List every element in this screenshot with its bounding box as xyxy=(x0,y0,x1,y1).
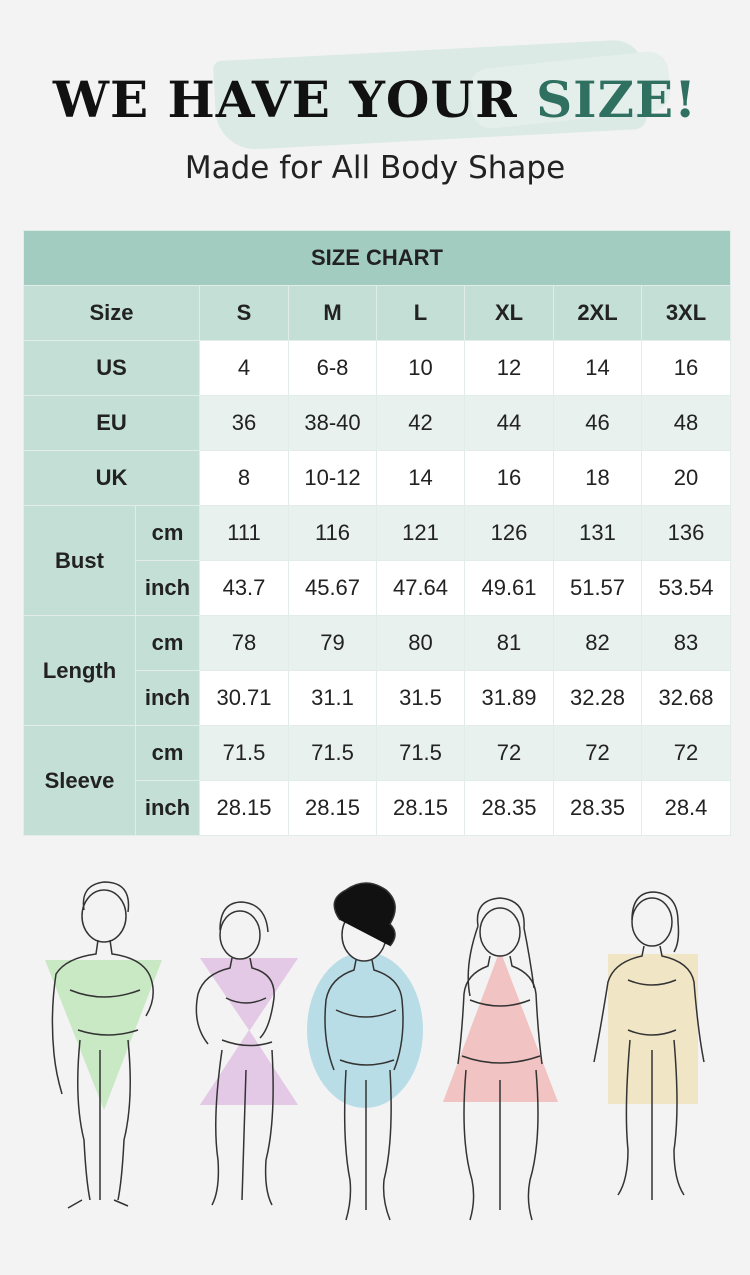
table-row: Bust cm 111 116 121 126 131 136 xyxy=(23,505,731,616)
body-shape-figure-rectangle xyxy=(593,891,705,1200)
size-col-header: 3XL xyxy=(641,285,731,341)
size-col-header: XL xyxy=(464,285,554,341)
measurement-label: Sleeve xyxy=(23,725,136,836)
table-cell: 20 xyxy=(641,450,731,506)
table-cell: 78 xyxy=(199,615,289,671)
table-cell: 45.67 xyxy=(288,560,377,616)
region-label: US xyxy=(23,340,200,396)
table-cell: 71.5 xyxy=(199,725,289,781)
table-cell: 126 xyxy=(464,505,554,561)
table-cell: 131 xyxy=(553,505,642,561)
body-shape-figure-inverted-triangle xyxy=(45,881,162,1209)
table-cell: 18 xyxy=(553,450,642,506)
table-cell: 28.15 xyxy=(376,780,465,836)
table-cell: 81 xyxy=(464,615,554,671)
region-label: UK xyxy=(23,450,200,506)
subtitle: Made for All Body Shape xyxy=(184,150,566,186)
size-col-header: L xyxy=(376,285,465,341)
table-cell: 28.35 xyxy=(553,780,642,836)
size-label: Size xyxy=(23,285,200,341)
table-cell: 72 xyxy=(464,725,554,781)
table-cell: 12 xyxy=(464,340,554,396)
table-cell: 31.89 xyxy=(464,670,554,726)
table-row: EU 36 38-40 42 44 46 48 xyxy=(23,395,731,451)
body-shape-illustrations xyxy=(45,881,705,1221)
table-cell: 80 xyxy=(376,615,465,671)
table-cell: 71.5 xyxy=(376,725,465,781)
region-label: EU xyxy=(23,395,200,451)
table-cell: 116 xyxy=(288,505,377,561)
table-cell: 4 xyxy=(199,340,289,396)
table-cell: 121 xyxy=(376,505,465,561)
body-shape-figure-pear xyxy=(443,897,558,1221)
unit-label: cm xyxy=(135,505,200,561)
table-cell: 28.15 xyxy=(199,780,289,836)
table-cell: 79 xyxy=(288,615,377,671)
table-cell: 31.1 xyxy=(288,670,377,726)
unit-label: cm xyxy=(135,725,200,781)
table-cell: 44 xyxy=(464,395,554,451)
table-cell: 14 xyxy=(376,450,465,506)
table-cell: 8 xyxy=(199,450,289,506)
headline-accent: SIZE! xyxy=(536,70,698,129)
measurement-label: Bust xyxy=(23,505,136,616)
table-row: Length cm 78 79 80 81 82 83 xyxy=(23,615,731,726)
size-col-header: S xyxy=(199,285,289,341)
table-row: US 4 6-8 10 12 14 16 xyxy=(23,340,731,396)
table-cell: 14 xyxy=(553,340,642,396)
table-cell: 82 xyxy=(553,615,642,671)
unit-label: inch xyxy=(135,670,200,726)
size-chart-table: SIZE CHART Size S M L XL 2XL 3XL US 4 6-… xyxy=(23,230,731,836)
unit-label: inch xyxy=(135,560,200,616)
table-cell: 48 xyxy=(641,395,731,451)
table-cell: 136 xyxy=(641,505,731,561)
table-row: Sleeve cm 71.5 71.5 71.5 72 72 72 xyxy=(23,725,731,836)
table-cell: 28.35 xyxy=(464,780,554,836)
table-cell: 10-12 xyxy=(288,450,377,506)
table-cell: 38-40 xyxy=(288,395,377,451)
table-cell: 30.71 xyxy=(199,670,289,726)
headline: WE HAVE YOUR SIZE! xyxy=(0,70,750,129)
unit-label: inch xyxy=(135,780,200,836)
table-cell: 51.57 xyxy=(553,560,642,616)
headline-main: WE HAVE YOUR xyxy=(52,70,537,129)
table-cell: 10 xyxy=(376,340,465,396)
measurement-label: Length xyxy=(23,615,136,726)
table-cell: 32.68 xyxy=(641,670,731,726)
size-col-header: 2XL xyxy=(553,285,642,341)
table-cell: 47.64 xyxy=(376,560,465,616)
table-cell: 71.5 xyxy=(288,725,377,781)
body-shape-figure-apple xyxy=(307,882,423,1221)
table-cell: 31.5 xyxy=(376,670,465,726)
table-cell: 28.4 xyxy=(641,780,731,836)
table-cell: 111 xyxy=(199,505,289,561)
table-cell: 42 xyxy=(376,395,465,451)
table-cell: 72 xyxy=(641,725,731,781)
size-col-header: M xyxy=(288,285,377,341)
table-cell: 28.15 xyxy=(288,780,377,836)
table-cell: 43.7 xyxy=(199,560,289,616)
table-cell: 16 xyxy=(464,450,554,506)
table-cell: 46 xyxy=(553,395,642,451)
table-cell: 36 xyxy=(199,395,289,451)
body-shape-figure-hourglass xyxy=(195,901,298,1206)
table-row: inch 30.71 31.1 31.5 31.89 32.28 32.68 xyxy=(24,670,731,726)
unit-label: cm xyxy=(135,615,200,671)
size-header-row: Size S M L XL 2XL 3XL xyxy=(23,285,731,341)
table-cell: 83 xyxy=(641,615,731,671)
table-row: UK 8 10-12 14 16 18 20 xyxy=(23,450,731,506)
table-row: inch 43.7 45.67 47.64 49.61 51.57 53.54 xyxy=(24,560,731,616)
table-cell: 53.54 xyxy=(641,560,731,616)
table-cell: 49.61 xyxy=(464,560,554,616)
table-cell: 72 xyxy=(553,725,642,781)
table-cell: 32.28 xyxy=(553,670,642,726)
size-chart-title: SIZE CHART xyxy=(23,230,731,286)
table-cell: 16 xyxy=(641,340,731,396)
table-cell: 6-8 xyxy=(288,340,377,396)
table-row: inch 28.15 28.15 28.15 28.35 28.35 28.4 xyxy=(24,780,731,836)
